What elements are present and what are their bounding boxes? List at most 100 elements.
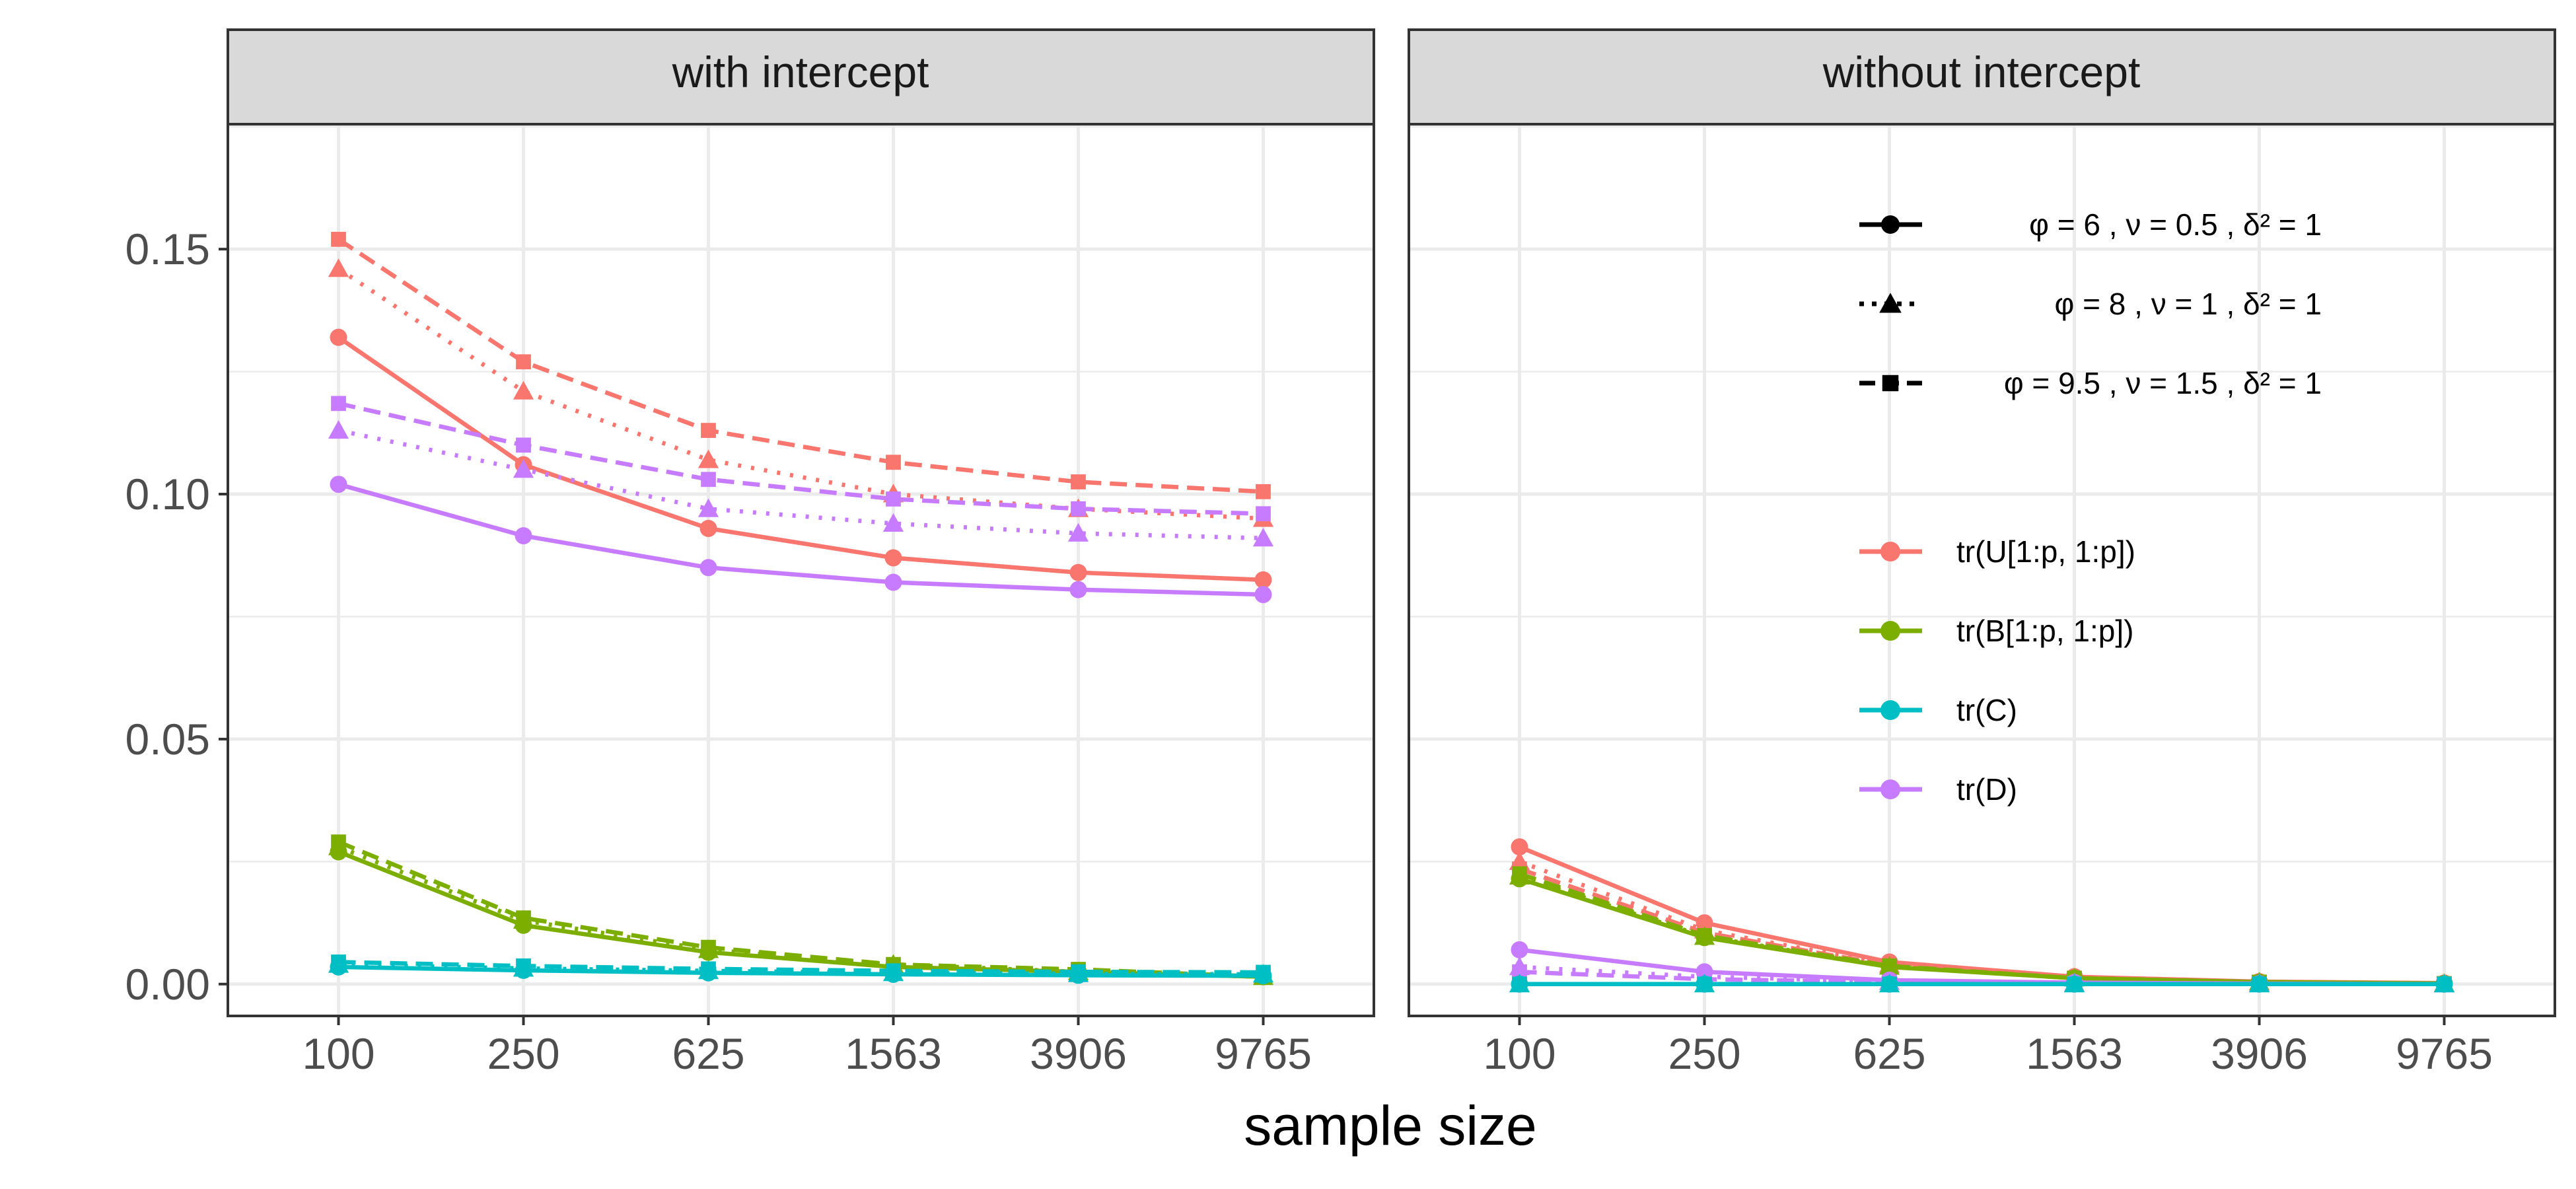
x-tick-label: 250 [1668, 1029, 1740, 1078]
data-point-tr_D-s2 [1252, 528, 1274, 547]
data-point-tr_D-s3 [1256, 506, 1271, 522]
data-point-tr_D-s2 [698, 498, 719, 517]
data-point-tr_B-s3 [1697, 927, 1712, 943]
legend-label: φ = 8 , ν = 1 , δ² = 1 [2055, 287, 2322, 321]
legend-key-marker [1880, 700, 1900, 720]
data-point-tr_D-s1 [330, 476, 347, 493]
data-point-tr_D-s2 [328, 419, 349, 439]
data-point-tr_D-s3 [331, 396, 346, 412]
x-axis: 100 250 625 1563 3906 9765 [1483, 1016, 2493, 1078]
series-line-tr_U-s1 [337, 335, 1264, 583]
legend-key-marker [1880, 621, 1900, 641]
x-tick-label: 1563 [845, 1029, 942, 1078]
data-point-tr_D-s3 [1512, 964, 1527, 980]
legend-label: tr(C) [1956, 693, 2017, 727]
data-point-tr_D-s1 [699, 559, 717, 577]
series-line-tr_D-s2 [338, 428, 1264, 541]
x-tick-label: 1563 [2026, 1029, 2123, 1078]
legend-key-marker [1880, 779, 1900, 799]
data-point-tr_C-s3 [331, 955, 346, 970]
data-point-tr_C-s3 [1697, 976, 1712, 992]
legend-label: tr(U[1:p, 1:p]) [1956, 534, 2135, 569]
data-point-tr_B-s3 [331, 834, 346, 850]
data-point-tr_C-s3 [2252, 976, 2267, 992]
legend-key-marker [1881, 215, 1900, 234]
data-point-tr_D-s3 [516, 437, 531, 453]
plot-area [228, 124, 1374, 1016]
panel-border [1408, 123, 2556, 1017]
data-point-tr_U-s1 [699, 519, 717, 537]
y-axis: 0.00 0.05 0.10 0.15 [125, 225, 228, 1009]
data-point-tr_U-s3 [886, 454, 901, 470]
data-point-tr_C-s3 [2067, 976, 2082, 992]
data-point-tr_D-s3 [886, 491, 901, 507]
data-point-tr_D-s2 [1067, 522, 1089, 542]
data-point-tr_U-s1 [1069, 563, 1087, 581]
data-point-tr_C-s3 [1071, 964, 1086, 980]
data-point-tr_D-s1 [515, 527, 532, 545]
x-tick-label: 625 [672, 1029, 744, 1078]
data-point-tr_C-s3 [701, 961, 716, 977]
data-point-tr_B-s3 [1512, 866, 1527, 882]
y-tick-label: 0.05 [125, 715, 210, 764]
series-line-tr_B-s3 [338, 840, 1264, 979]
legend: φ = 6 , ν = 0.5 , δ² = 1 φ = 8 , ν = 1 , … [1859, 207, 2322, 807]
data-point-tr_U-s1 [884, 549, 902, 567]
x-tick-label: 9765 [2396, 1029, 2493, 1078]
data-point-tr_U-s1 [1254, 571, 1272, 589]
series-line-tr_U-s3 [337, 237, 1264, 494]
x-tick-label: 250 [487, 1029, 559, 1078]
data-point-tr_U-s3 [516, 354, 531, 370]
data-point-tr_D-s1 [1511, 941, 1528, 958]
legend-key-marker [1879, 293, 1902, 313]
data-point-tr_U-s3 [1071, 474, 1086, 489]
data-point-tr_U-s3 [1256, 484, 1271, 499]
data-point-tr_D-s1 [1069, 581, 1087, 598]
data-point-tr_D-s3 [701, 472, 716, 487]
panel-border [227, 123, 1375, 1017]
legend-label: φ = 9.5 , ν = 1.5 , δ² = 1 [2004, 366, 2322, 400]
data-point-tr_C-s3 [516, 958, 531, 974]
data-point-tr_B-s3 [701, 939, 716, 955]
panel-with-intercept: with intercept 100 250 625 1563 3906 9765 [227, 28, 1375, 1078]
data-point-tr_U-s3 [331, 231, 346, 247]
data-point-tr_D-s2 [882, 513, 904, 532]
data-point-tr_D-s1 [884, 573, 902, 591]
series-group [328, 231, 1274, 986]
x-tick-label: 3906 [1030, 1029, 1127, 1078]
legend-key-marker [1882, 375, 1899, 392]
data-point-tr_U-s3 [701, 423, 716, 438]
data-point-tr_C-s3 [886, 963, 901, 979]
panel-title: with intercept [672, 48, 929, 96]
series-group [1509, 838, 2455, 993]
legend-label: φ = 6 , ν = 0.5 , δ² = 1 [2029, 207, 2322, 242]
x-tick-label: 100 [302, 1029, 375, 1078]
data-point-tr_U-s2 [698, 449, 719, 468]
data-point-tr_C-s3 [1256, 964, 1271, 980]
x-axis: 100 250 625 1563 3906 9765 [302, 1016, 1312, 1078]
data-point-tr_B-s3 [516, 910, 531, 926]
panel-strip [227, 28, 1375, 126]
x-axis-title: sample size [1244, 1095, 1537, 1157]
data-point-tr_B-s3 [1882, 958, 1897, 974]
y-tick-label: 0.10 [125, 470, 210, 519]
data-point-tr_D-s1 [1254, 586, 1272, 604]
panel-title: without intercept [1822, 48, 2141, 96]
x-tick-label: 100 [1483, 1029, 1556, 1078]
x-tick-label: 625 [1853, 1029, 1925, 1078]
data-point-tr_D-s3 [1071, 501, 1086, 517]
legend-label: tr(D) [1956, 772, 2017, 807]
series-line-tr_D-s3 [338, 401, 1264, 516]
x-tick-label: 9765 [1215, 1029, 1312, 1078]
data-point-tr_C-s3 [1512, 976, 1527, 992]
data-point-tr_U-s2 [513, 380, 534, 400]
data-point-tr_C-s3 [2437, 976, 2452, 992]
data-point-tr_D-s2 [513, 459, 534, 478]
data-point-tr_C-s3 [1882, 976, 1897, 992]
data-point-tr_U-s1 [1511, 838, 1528, 856]
data-point-tr_U-s1 [330, 328, 347, 346]
panel-without-intercept: without intercept 100 250 625 1563 3906 9765 [1408, 28, 2556, 1078]
y-tick-label: 0.15 [125, 225, 210, 273]
x-tick-label: 3906 [2211, 1029, 2308, 1078]
data-point-tr_U-s2 [328, 258, 349, 277]
